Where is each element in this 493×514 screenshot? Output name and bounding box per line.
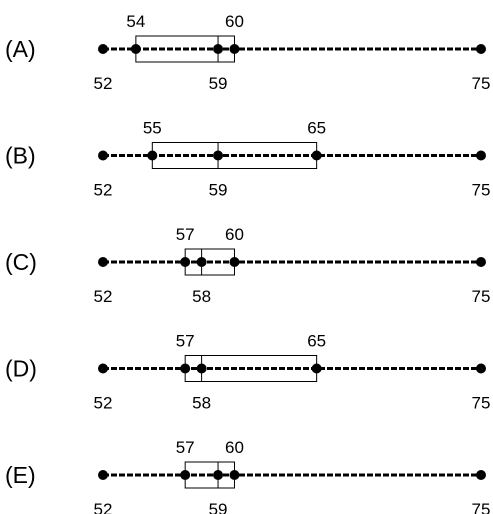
bottom-value-label: 52 xyxy=(94,500,113,514)
min-dot xyxy=(98,150,108,161)
top-value-label: 57 xyxy=(176,438,195,457)
boxplot-option-d: (D) 57 65 52 58 75 xyxy=(5,332,490,413)
top-value-label: 60 xyxy=(225,12,244,31)
q1-dot xyxy=(130,44,141,54)
bottom-value-label: 75 xyxy=(472,287,491,306)
median-dot xyxy=(196,257,207,267)
bottom-value-label: 75 xyxy=(472,500,491,514)
bottom-value-label: 75 xyxy=(472,74,491,93)
max-dot xyxy=(476,470,486,480)
q1-dot xyxy=(180,363,191,374)
bottom-value-label: 52 xyxy=(94,394,113,413)
bottom-value-label: 59 xyxy=(209,181,228,200)
min-dot xyxy=(98,44,108,54)
boxplot-option-b: (B) 55 65 52 59 75 xyxy=(5,119,490,200)
option-label: (E) xyxy=(5,462,36,488)
option-label: (B) xyxy=(5,143,36,169)
bottom-value-label: 58 xyxy=(192,394,211,413)
median-dot xyxy=(196,363,207,374)
median-dot xyxy=(213,44,224,54)
bottom-value-label: 59 xyxy=(209,500,228,514)
top-value-label: 60 xyxy=(225,438,244,457)
boxplot-option-c: (C) 57 60 52 58 75 xyxy=(5,225,490,306)
bottom-value-label: 52 xyxy=(94,287,113,306)
top-value-label: 57 xyxy=(176,225,195,244)
boxplot-option-e: (E) 57 60 52 59 75 xyxy=(5,438,490,514)
q3-dot xyxy=(229,44,240,54)
bottom-value-label: 52 xyxy=(94,181,113,200)
min-dot xyxy=(98,363,108,374)
median-dot xyxy=(213,470,224,480)
top-value-label: 55 xyxy=(143,119,162,138)
bottom-value-label: 59 xyxy=(209,74,228,93)
min-dot xyxy=(98,470,108,480)
q1-dot xyxy=(180,257,191,267)
option-label: (C) xyxy=(5,249,37,275)
top-value-label: 60 xyxy=(225,225,244,244)
bottom-value-label: 75 xyxy=(472,394,491,413)
top-value-label: 65 xyxy=(307,332,326,351)
max-dot xyxy=(476,44,486,54)
max-dot xyxy=(476,363,486,374)
median-dot xyxy=(213,150,224,161)
option-label: (A) xyxy=(5,36,36,62)
max-dot xyxy=(476,257,486,267)
top-value-label: 54 xyxy=(126,12,145,31)
q1-dot xyxy=(147,150,158,161)
bottom-value-label: 58 xyxy=(192,287,211,306)
top-value-label: 57 xyxy=(176,332,195,351)
boxplot-option-a: (A) 54 60 52 59 75 xyxy=(5,12,490,93)
top-value-label: 65 xyxy=(307,119,326,138)
q3-dot xyxy=(311,150,322,161)
q3-dot xyxy=(229,470,240,480)
q3-dot xyxy=(311,363,322,374)
bottom-value-label: 75 xyxy=(472,181,491,200)
min-dot xyxy=(98,257,108,267)
max-dot xyxy=(476,150,486,161)
q1-dot xyxy=(180,470,191,480)
bottom-value-label: 52 xyxy=(94,74,113,93)
q3-dot xyxy=(229,257,240,267)
option-label: (D) xyxy=(5,356,37,382)
